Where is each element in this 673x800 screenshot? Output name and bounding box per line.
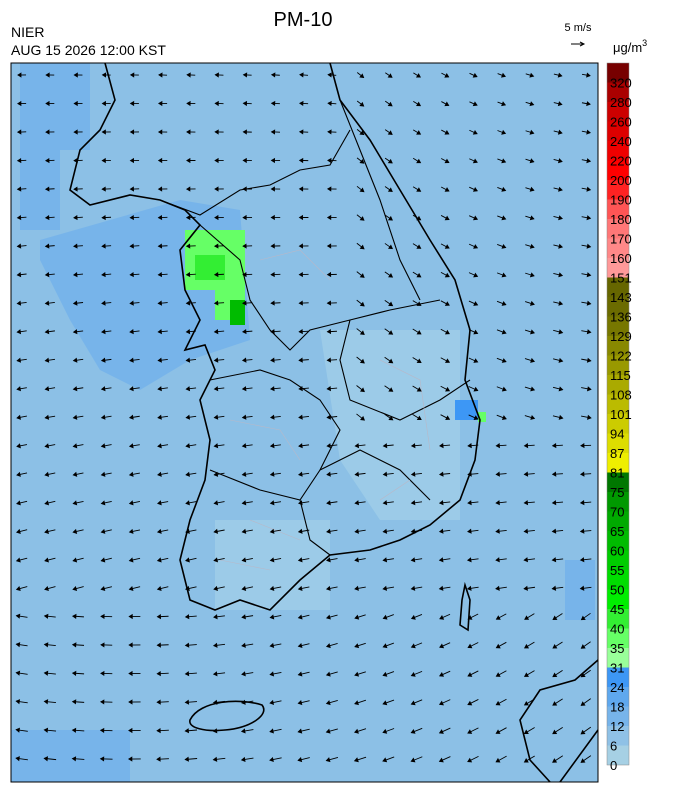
colorbar-label: 220 — [610, 154, 632, 169]
concentration-area — [455, 400, 478, 420]
colorbar-label: 143 — [610, 290, 632, 305]
colorbar-label: 75 — [610, 485, 624, 500]
colorbar-label: 170 — [610, 232, 632, 247]
colorbar-label: 180 — [610, 212, 632, 227]
map-background — [11, 63, 598, 782]
wind-legend-label: 5 m/s — [565, 22, 592, 34]
colorbar-label: 101 — [610, 407, 632, 422]
colorbar-label: 122 — [610, 349, 632, 364]
colorbar-label: 280 — [610, 95, 632, 110]
colorbar: 0 6 12 18 24 31 35 40 45 50 55 60 65 70 75 81 87 94 101 108… — [607, 63, 632, 773]
colorbar-label: 50 — [610, 583, 624, 598]
colorbar-label: 70 — [610, 505, 624, 520]
colorbar-label: 0 — [610, 758, 617, 773]
colorbar-label: 35 — [610, 641, 624, 656]
agency: NIER — [11, 24, 44, 40]
colorbar-label: 129 — [610, 329, 632, 344]
timestamp: AUG 15 2026 12:00 KST — [11, 42, 166, 58]
wind-legend-arrow — [571, 42, 584, 46]
colorbar-label: 94 — [610, 427, 624, 442]
concentration-area — [230, 300, 245, 325]
map — [11, 63, 598, 782]
colorbar-label: 87 — [610, 446, 624, 461]
colorbar-label: 55 — [610, 563, 624, 578]
title: PM-10 — [274, 9, 333, 31]
colorbar-label: 60 — [610, 544, 624, 559]
colorbar-label: 6 — [610, 739, 617, 754]
colorbar-label: 136 — [610, 310, 632, 325]
colorbar-label: 151 — [610, 271, 632, 286]
colorbar-label: 108 — [610, 388, 632, 403]
colorbar-label: 18 — [610, 700, 624, 715]
colorbar-label: 31 — [610, 661, 624, 676]
colorbar-label: 45 — [610, 602, 624, 617]
concentration-area — [195, 255, 225, 280]
colorbar-label: 240 — [610, 134, 632, 149]
colorbar-label: 24 — [610, 680, 624, 695]
colorbar-label: 40 — [610, 622, 624, 637]
concentration-area — [11, 730, 130, 782]
colorbar-label: 115 — [610, 368, 631, 383]
unit: μg/m3 — [613, 38, 647, 55]
colorbar-label: 320 — [610, 76, 632, 91]
unit-base: μg/m — [613, 40, 642, 55]
colorbar-label: 190 — [610, 193, 632, 208]
colorbar-label: 200 — [610, 173, 632, 188]
colorbar-label: 260 — [610, 115, 632, 130]
colorbar-label: 160 — [610, 251, 632, 266]
colorbar-label: 81 — [610, 466, 624, 481]
colorbar-label: 12 — [610, 719, 624, 734]
concentration-area — [565, 560, 595, 620]
colorbar-label: 65 — [610, 524, 624, 539]
concentration-area — [215, 520, 330, 610]
unit-exponent: 3 — [642, 38, 647, 48]
